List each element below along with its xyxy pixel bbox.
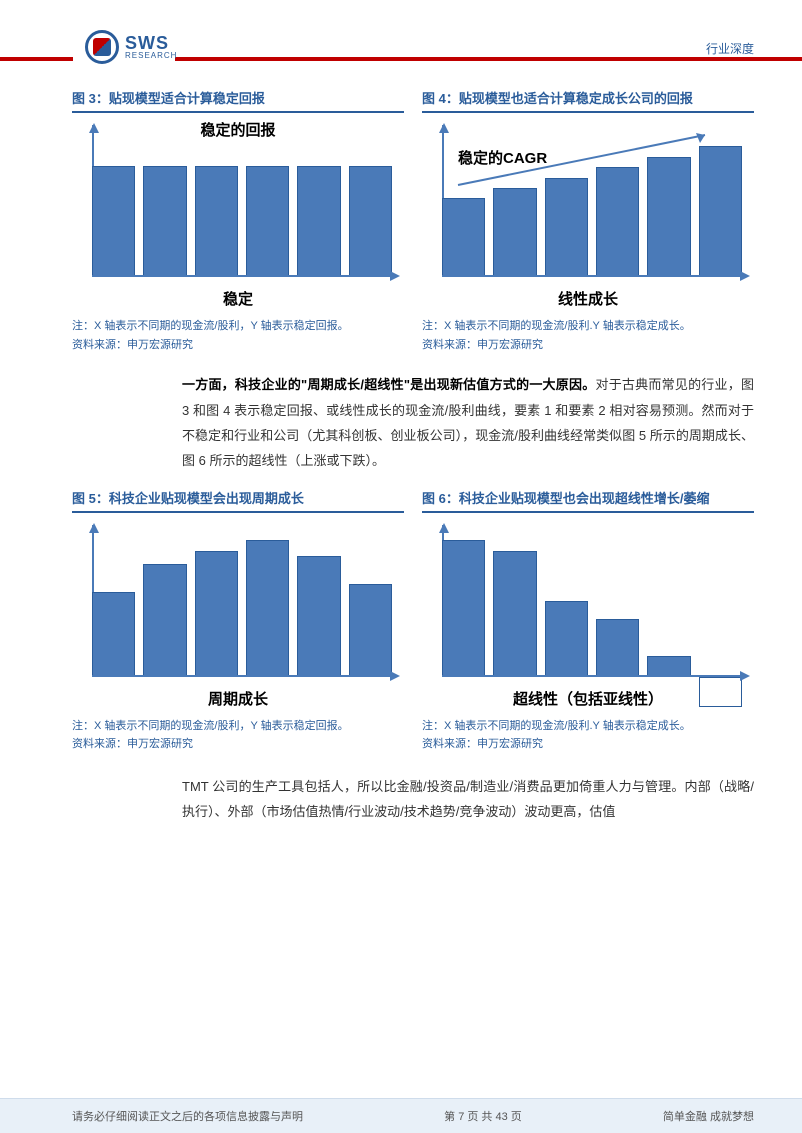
figure-4: 图 4：贴现模型也适合计算稳定成长公司的回报 稳定的CAGR 线性成长 注：X … <box>422 88 754 354</box>
figure-6-source: 资料来源：申万宏源研究 <box>422 735 754 754</box>
x-axis-icon <box>442 675 748 677</box>
figure-5: 图 5：科技企业贴现模型会出现周期成长 周期成长 注：X 轴表示不同期的现金流/… <box>72 488 404 754</box>
body-paragraph-2: TMT 公司的生产工具包括人，所以比金融/投资品/制造业/消费品更加倚重人力与管… <box>182 774 754 825</box>
logo-icon <box>85 30 119 64</box>
chart-bar <box>596 619 639 677</box>
x-axis-icon <box>92 675 398 677</box>
figure-4-title: 图 4：贴现模型也适合计算稳定成长公司的回报 <box>422 88 754 113</box>
logo-main-text: SWS <box>125 34 177 52</box>
figure-4-bars <box>442 133 742 277</box>
figure-3-note: 注：X 轴表示不同期的现金流/股利，Y 轴表示稳定回报。 <box>72 317 404 336</box>
chart-bar-negative <box>699 533 742 677</box>
figure-3-title: 图 3：贴现模型适合计算稳定回报 <box>72 88 404 113</box>
chart-bar <box>493 551 536 677</box>
chart-bar <box>297 166 340 277</box>
chart-bar <box>297 556 340 677</box>
figure-5-title: 图 5：科技企业贴现模型会出现周期成长 <box>72 488 404 513</box>
figure-6-bars <box>442 533 742 677</box>
figure-3-bars <box>92 133 392 277</box>
chart-bar <box>442 198 485 277</box>
header-red-bar-right <box>175 57 802 61</box>
chart-bar <box>246 540 289 677</box>
x-axis-icon <box>92 275 398 277</box>
figure-4-xlabel: 线性成长 <box>422 288 754 309</box>
header-red-bar-left <box>0 57 73 61</box>
footer-slogan: 简单金融 成就梦想 <box>663 1108 754 1124</box>
header-section-label: 行业深度 <box>706 40 754 57</box>
footer-page-number: 第 7 页 共 43 页 <box>444 1108 522 1124</box>
chart-bar <box>596 167 639 277</box>
p1-bold: 一方面，科技企业的"周期成长/超线性"是出现新估值方式的一大原因。 <box>182 377 595 392</box>
chart-bar <box>349 166 392 277</box>
figure-3: 图 3：贴现模型适合计算稳定回报 稳定的回报 稳定 注：X 轴表示不同期的现金流… <box>72 88 404 354</box>
chart-bar <box>493 188 536 277</box>
figure-4-source: 资料来源：申万宏源研究 <box>422 336 754 355</box>
figure-6-xlabel: 超线性（包括亚线性） <box>422 688 754 709</box>
figure-3-source: 资料来源：申万宏源研究 <box>72 336 404 355</box>
chart-bar <box>92 592 135 677</box>
figure-4-note: 注：X 轴表示不同期的现金流/股利.Y 轴表示稳定成长。 <box>422 317 754 336</box>
chart-bar <box>143 564 186 676</box>
figure-row-1: 图 3：贴现模型适合计算稳定回报 稳定的回报 稳定 注：X 轴表示不同期的现金流… <box>72 88 754 354</box>
figure-6-note: 注：X 轴表示不同期的现金流/股利.Y 轴表示稳定成长。 <box>422 717 754 736</box>
chart-bar <box>545 601 588 676</box>
figure-5-chart: 周期成长 <box>72 523 404 713</box>
page-footer: 请务必仔细阅读正文之后的各项信息披露与声明 第 7 页 共 43 页 简单金融 … <box>0 1098 802 1133</box>
chart-bar <box>442 540 485 677</box>
chart-bar <box>195 551 238 677</box>
footer-disclaimer: 请务必仔细阅读正文之后的各项信息披露与声明 <box>72 1108 303 1124</box>
chart-bar <box>92 166 135 277</box>
chart-bar <box>195 166 238 277</box>
figure-4-chart: 稳定的CAGR 线性成长 <box>422 123 754 313</box>
figure-row-2: 图 5：科技企业贴现模型会出现周期成长 周期成长 注：X 轴表示不同期的现金流/… <box>72 488 754 754</box>
chart-bar <box>143 166 186 277</box>
figure-5-note: 注：X 轴表示不同期的现金流/股利，Y 轴表示稳定回报。 <box>72 717 404 736</box>
chart-bar <box>647 157 690 277</box>
figure-3-xlabel: 稳定 <box>72 288 404 309</box>
figure-6-chart: 超线性（包括亚线性） <box>422 523 754 713</box>
chart-bar <box>545 178 588 277</box>
x-axis-icon <box>442 275 748 277</box>
figure-5-xlabel: 周期成长 <box>72 688 404 709</box>
page-content: 图 3：贴现模型适合计算稳定回报 稳定的回报 稳定 注：X 轴表示不同期的现金流… <box>72 88 754 825</box>
chart-bar <box>647 656 690 677</box>
chart-bar <box>246 166 289 277</box>
figure-3-chart: 稳定的回报 稳定 <box>72 123 404 313</box>
figure-5-source: 资料来源：申万宏源研究 <box>72 735 404 754</box>
figure-6: 图 6：科技企业贴现模型也会出现超线性增长/萎缩 超线性（包括亚线性） 注：X … <box>422 488 754 754</box>
logo: SWS RESEARCH <box>85 30 177 64</box>
chart-bar <box>349 584 392 677</box>
figure-6-title: 图 6：科技企业贴现模型也会出现超线性增长/萎缩 <box>422 488 754 513</box>
figure-5-bars <box>92 533 392 677</box>
chart-bar <box>699 146 742 277</box>
body-paragraph-1: 一方面，科技企业的"周期成长/超线性"是出现新估值方式的一大原因。对于古典而常见… <box>182 372 754 473</box>
logo-sub-text: RESEARCH <box>125 52 177 60</box>
